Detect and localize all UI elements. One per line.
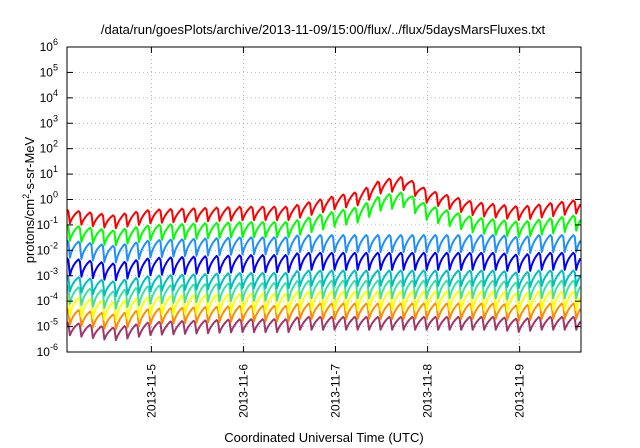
- series-line: [66, 191, 582, 247]
- x-axis-label: Coordinated Universal Time (UTC): [224, 430, 423, 445]
- y-axis-label-sup: 2: [21, 194, 31, 199]
- y-tick-label: 10-5: [37, 317, 58, 334]
- y-tick-label: 10-1: [37, 215, 58, 232]
- series-line: [66, 234, 582, 264]
- series-line: [66, 279, 582, 310]
- series-line: [66, 302, 582, 331]
- y-tick-label: 102: [40, 139, 58, 156]
- series-lines: [66, 176, 582, 342]
- y-tick-label: 106: [40, 37, 58, 54]
- y-tick-label: 10-3: [37, 266, 58, 283]
- y-tick-label: 105: [40, 62, 58, 79]
- x-tick-label: 2013-11-9: [513, 364, 527, 418]
- series-line: [66, 251, 582, 282]
- y-tick-label: 100: [40, 190, 58, 207]
- y-axis-label-post: -s-sr-MeV: [22, 136, 37, 193]
- x-tick-label: 2013-11-7: [329, 364, 343, 418]
- series-line: [66, 290, 582, 322]
- x-tick-label: 2013-11-8: [421, 364, 435, 418]
- y-tick-label: 10-6: [37, 342, 58, 359]
- y-tick-label: 103: [40, 113, 58, 130]
- series-line: [66, 315, 582, 342]
- chart-title: /data/run/goesPlots/archive/2013-11-09/1…: [101, 22, 546, 37]
- x-axis-ticks: 2013-11-5 2013-11-6 2013-11-7 2013-11-8 2013…: [144, 47, 527, 418]
- y-tick-label: 10-2: [37, 240, 58, 257]
- y-axis-label: protons/cm2-s-sr-MeV: [21, 136, 37, 263]
- y-tick-label: 10-4: [37, 291, 58, 308]
- series-line: [66, 176, 582, 230]
- x-tick-label: 2013-11-5: [144, 364, 158, 418]
- y-tick-label: 104: [40, 88, 58, 105]
- y-axis-ticks: 10-6 10-5 10-4 10-3 10-2 10-1 100 101 102 103 104 1…: [37, 37, 581, 359]
- y-tick-label: 101: [40, 164, 58, 181]
- y-axis-label-pre: protons/cm: [22, 199, 37, 263]
- series-line: [66, 269, 582, 298]
- x-tick-label: 2013-11-6: [236, 364, 250, 418]
